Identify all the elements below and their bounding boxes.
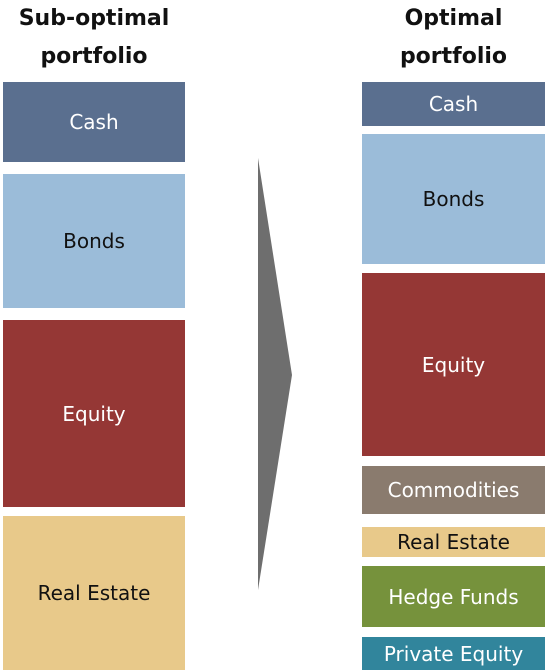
block: Real Estate — [3, 516, 185, 670]
block: Hedge Funds — [362, 566, 545, 627]
block: Cash — [362, 82, 545, 126]
title-line: Sub-optimal — [18, 6, 170, 31]
left-title: Sub-optimal portfolio — [3, 0, 185, 76]
block: Private Equity — [362, 637, 545, 670]
right-title: Optimal portfolio — [362, 0, 545, 76]
title-line: portfolio — [40, 44, 148, 69]
title-line: portfolio — [399, 44, 508, 69]
block: Equity — [362, 273, 545, 456]
block: Commodities — [362, 466, 545, 514]
block: Bonds — [362, 134, 545, 264]
arrow — [258, 158, 292, 590]
block: Real Estate — [362, 527, 545, 557]
block: Cash — [3, 82, 185, 162]
block: Bonds — [3, 174, 185, 308]
block: Equity — [3, 320, 185, 507]
title-line: Optimal — [404, 6, 503, 31]
